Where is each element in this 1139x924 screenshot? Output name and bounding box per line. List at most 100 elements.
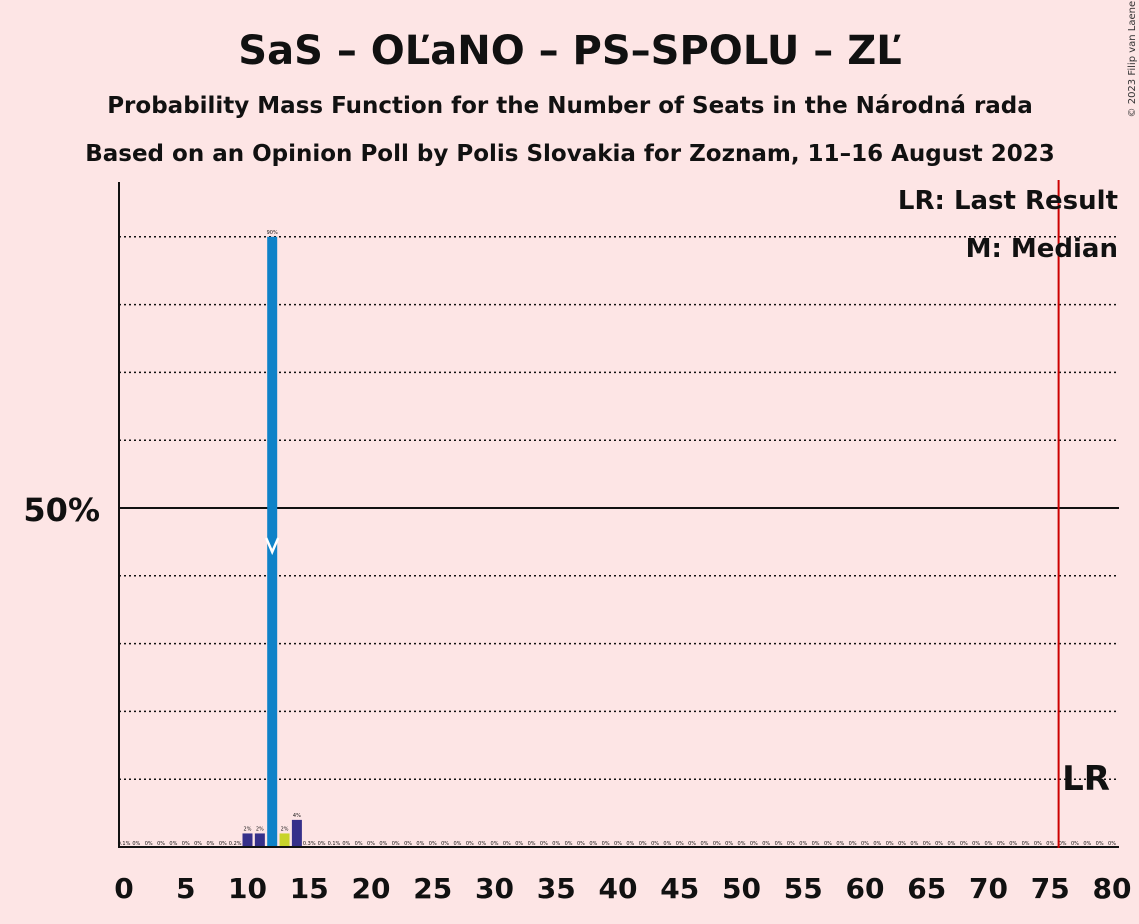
value-label-50: 0% xyxy=(738,841,746,847)
value-label-77: 0% xyxy=(1071,841,1079,847)
x-tick-60: 60 xyxy=(846,872,885,905)
value-label-73: 0% xyxy=(1022,841,1030,847)
chart-subtitle: Probability Mass Function for the Number… xyxy=(107,93,1033,119)
x-tick-5: 5 xyxy=(176,872,195,905)
value-label-37: 0% xyxy=(577,841,585,847)
median-marker xyxy=(265,537,280,556)
value-label-69: 0% xyxy=(972,841,980,847)
y-label-50: 50% xyxy=(23,491,100,529)
value-label-71: 0% xyxy=(997,841,1005,847)
x-tick-20: 20 xyxy=(352,872,391,905)
value-label-19: 0% xyxy=(355,841,363,847)
value-label-60: 0% xyxy=(861,841,869,847)
value-labels-layer: 2% 2%90%2%4%0.1% 0% 0% 0% 0% 0% 0% 0% 0% 0.2% 0.3% 0… xyxy=(118,230,1117,847)
value-label-64: 0% xyxy=(910,841,918,847)
value-label-52: 0% xyxy=(762,841,770,847)
value-label-22: 0% xyxy=(392,841,400,847)
value-label-59: 0% xyxy=(849,841,857,847)
value-label-55: 0% xyxy=(799,841,807,847)
value-label-38: 0% xyxy=(589,841,597,847)
bar-10 xyxy=(242,833,253,847)
value-label-78: 0% xyxy=(1083,841,1091,847)
value-label-43: 0% xyxy=(651,841,659,847)
value-label-57: 0% xyxy=(824,841,832,847)
value-label-16: 0% xyxy=(318,841,326,847)
value-label-31: 0% xyxy=(503,841,511,847)
value-label-39: 0% xyxy=(602,841,610,847)
x-tick-30: 30 xyxy=(475,872,514,905)
value-label-45: 0% xyxy=(676,841,684,847)
value-label-25: 0% xyxy=(429,841,437,847)
last-result-label: LR xyxy=(1062,759,1110,799)
value-label-49: 0% xyxy=(725,841,733,847)
value-label-53: 0% xyxy=(775,841,783,847)
x-tick-0: 0 xyxy=(114,872,133,905)
x-tick-80: 80 xyxy=(1093,872,1132,905)
value-label-67: 0% xyxy=(947,841,955,847)
value-label-4: 0% xyxy=(169,841,177,847)
bars-layer xyxy=(242,236,302,848)
value-label-70: 0% xyxy=(985,841,993,847)
value-label-68: 0% xyxy=(960,841,968,847)
value-label-0: 0.1% xyxy=(118,841,131,847)
x-tick-15: 15 xyxy=(290,872,329,905)
value-label-42: 0% xyxy=(639,841,647,847)
value-label-72: 0% xyxy=(1009,841,1017,847)
x-tick-50: 50 xyxy=(722,872,761,905)
bar-label-12: 90% xyxy=(267,230,278,236)
bar-label-11: 2% xyxy=(256,826,264,832)
x-tick-55: 55 xyxy=(784,872,823,905)
value-label-65: 0% xyxy=(923,841,931,847)
bar-label-10: 2% xyxy=(244,826,252,832)
value-label-79: 0% xyxy=(1096,841,1104,847)
chart-subtitle-poll: Based on an Opinion Poll by Polis Slovak… xyxy=(85,141,1055,167)
x-axis-ticks: 0 5 10 15 20 25 30 35 40 45 50 55 60 65 70 75 80 xyxy=(114,872,1131,905)
value-label-15: 0.3% xyxy=(303,841,316,847)
legend-median: M: Median xyxy=(966,234,1118,264)
value-label-46: 0% xyxy=(688,841,696,847)
value-label-34: 0% xyxy=(540,841,548,847)
value-label-56: 0% xyxy=(812,841,820,847)
value-label-2: 0% xyxy=(145,841,153,847)
value-label-48: 0% xyxy=(713,841,721,847)
x-tick-65: 65 xyxy=(907,872,946,905)
x-tick-75: 75 xyxy=(1031,872,1070,905)
bar-12 xyxy=(267,236,278,848)
value-label-36: 0% xyxy=(565,841,573,847)
value-label-75: 0% xyxy=(1046,841,1054,847)
bar-11 xyxy=(254,833,265,847)
x-tick-25: 25 xyxy=(413,872,452,905)
value-label-51: 0% xyxy=(750,841,758,847)
value-label-8: 0% xyxy=(219,841,227,847)
legend-last-result: LR: Last Result xyxy=(898,186,1118,216)
value-label-30: 0% xyxy=(491,841,499,847)
x-tick-70: 70 xyxy=(969,872,1008,905)
value-label-18: 0% xyxy=(342,841,350,847)
value-label-32: 0% xyxy=(515,841,523,847)
value-label-54: 0% xyxy=(787,841,795,847)
bar-label-14: 4% xyxy=(293,813,301,819)
x-tick-40: 40 xyxy=(599,872,638,905)
value-label-61: 0% xyxy=(873,841,881,847)
value-label-6: 0% xyxy=(194,841,202,847)
value-label-1: 0% xyxy=(132,841,140,847)
gridlines xyxy=(119,236,1119,780)
value-label-5: 0% xyxy=(182,841,190,847)
value-label-17: 0.1% xyxy=(328,841,341,847)
value-label-33: 0% xyxy=(528,841,536,847)
value-label-21: 0% xyxy=(379,841,387,847)
chart-title: SaS – OĽaNO – PS–SPOLU – ZĽ xyxy=(238,28,901,74)
value-label-28: 0% xyxy=(466,841,474,847)
value-label-47: 0% xyxy=(700,841,708,847)
value-label-63: 0% xyxy=(898,841,906,847)
bar-14 xyxy=(291,819,302,847)
value-label-35: 0% xyxy=(552,841,560,847)
value-label-23: 0% xyxy=(404,841,412,847)
bar-label-13: 2% xyxy=(281,826,289,832)
value-label-58: 0% xyxy=(836,841,844,847)
value-label-44: 0% xyxy=(663,841,671,847)
x-tick-35: 35 xyxy=(537,872,576,905)
value-label-66: 0% xyxy=(935,841,943,847)
bar-13 xyxy=(279,833,290,847)
value-label-3: 0% xyxy=(157,841,165,847)
